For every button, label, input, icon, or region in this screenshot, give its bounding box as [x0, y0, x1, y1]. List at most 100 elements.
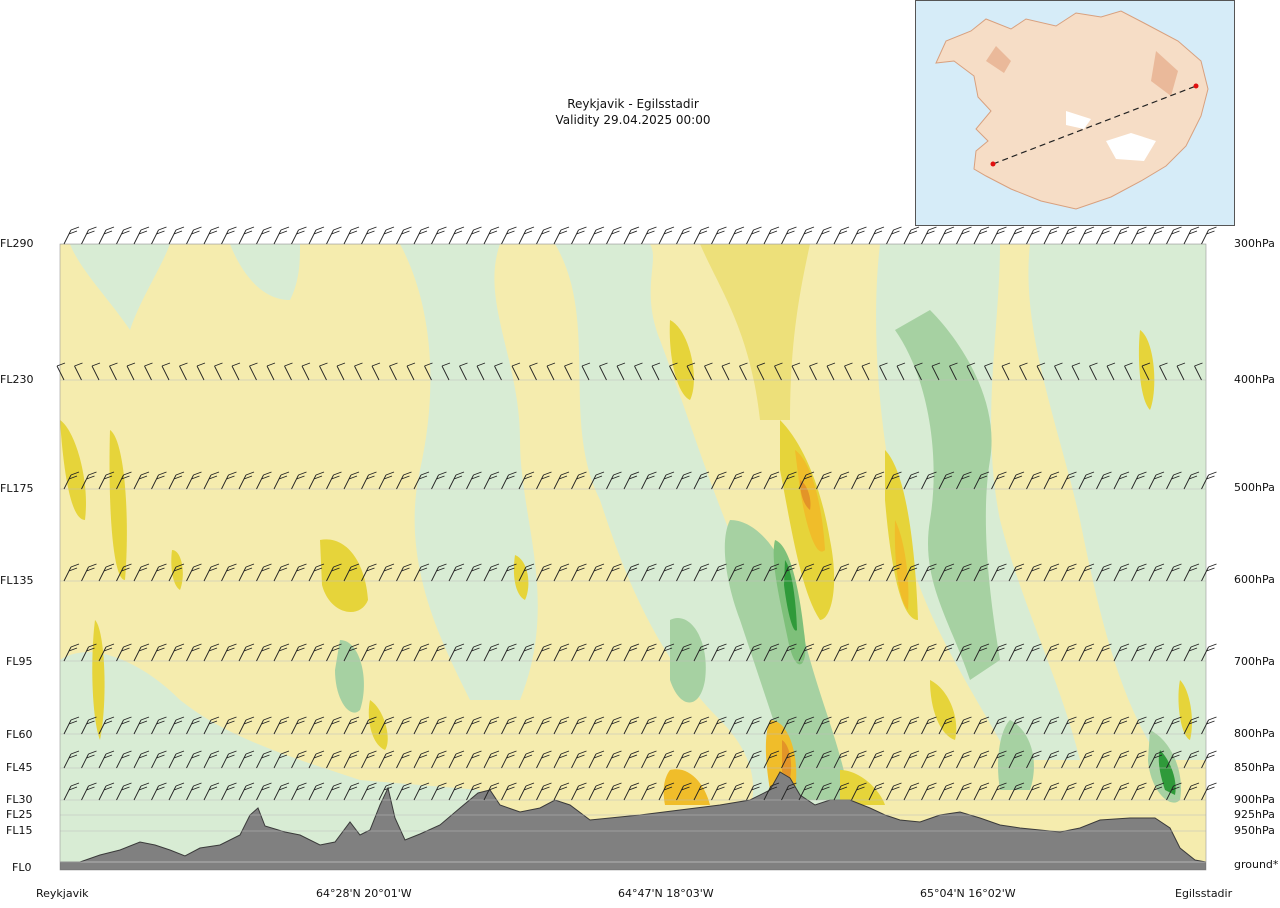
- wind-barb: [781, 226, 797, 245]
- wind-barb: [266, 362, 276, 381]
- fl135-label: FL135: [0, 574, 34, 587]
- wind-barb: [571, 643, 587, 662]
- wind-barb: [851, 643, 867, 662]
- wind-barb: [833, 750, 850, 769]
- wind-barb: [879, 362, 888, 381]
- wind-barb: [991, 782, 1007, 801]
- wind-barb: [1061, 643, 1077, 662]
- wind-barb: [553, 563, 570, 582]
- wind-barb: [728, 750, 745, 769]
- wind-barb: [763, 750, 780, 769]
- p800-label: 800hPa: [1234, 727, 1275, 740]
- wind-barb: [833, 782, 850, 801]
- wind-barb: [606, 226, 622, 245]
- wind-barb: [676, 643, 692, 662]
- wind-barb: [221, 471, 237, 490]
- wind-barb: [816, 471, 832, 490]
- wind-barb: [658, 750, 675, 769]
- wind-barb: [466, 716, 482, 735]
- wind-barb: [431, 750, 447, 769]
- wind-barb: [326, 782, 342, 801]
- wind-barb: [798, 643, 815, 662]
- wind-barb: [623, 782, 640, 801]
- p950-label: 950hPa: [1234, 824, 1275, 837]
- wind-barb: [203, 471, 220, 490]
- wind-barb: [781, 750, 797, 769]
- wind-barb: [536, 563, 552, 582]
- wind-barb: [1201, 782, 1217, 801]
- wind-barb: [396, 471, 412, 490]
- wind-barb: [126, 362, 136, 381]
- wind-barb: [921, 716, 937, 735]
- fl175-label: FL175: [0, 482, 34, 495]
- wind-barb: [529, 362, 538, 381]
- wind-barb: [238, 226, 255, 245]
- wind-barb: [186, 716, 202, 735]
- wind-barb: [809, 362, 818, 381]
- wind-barb: [256, 471, 272, 490]
- wind-barb: [868, 471, 885, 490]
- wind-barb: [1078, 471, 1095, 490]
- p400-label: 400hPa: [1234, 373, 1275, 386]
- wind-barb: [354, 362, 363, 381]
- wind-barb: [903, 563, 920, 582]
- wind-barb: [133, 750, 150, 769]
- wind-barb: [826, 362, 836, 381]
- fl15-label: FL15: [6, 824, 33, 837]
- wind-barb: [378, 226, 395, 245]
- wind-barb: [483, 563, 500, 582]
- wind-barb: [98, 226, 115, 245]
- wind-barb: [151, 716, 167, 735]
- wind-barb: [196, 362, 206, 381]
- wind-barb: [116, 643, 132, 662]
- wind-barb: [413, 782, 430, 801]
- wind-barb: [203, 563, 220, 582]
- wind-barb: [1166, 563, 1182, 582]
- wind-barb: [536, 716, 552, 735]
- wind-barb: [1008, 471, 1025, 490]
- wind-barb: [868, 563, 885, 582]
- wind-barb: [168, 782, 185, 801]
- wind-barb: [921, 643, 937, 662]
- wind-barb: [1201, 226, 1217, 245]
- wind-barb: [956, 716, 972, 735]
- wind-barb: [133, 716, 150, 735]
- wind-barb: [991, 471, 1007, 490]
- wind-barb: [1061, 750, 1077, 769]
- wind-barb: [606, 750, 622, 769]
- wind-barb: [798, 471, 815, 490]
- wind-barb: [1089, 362, 1098, 381]
- wind-barb: [956, 750, 972, 769]
- wind-barb: [1124, 362, 1133, 381]
- wind-barb: [1096, 226, 1112, 245]
- wind-barb: [588, 782, 605, 801]
- wind-barb: [711, 782, 727, 801]
- wind-barb: [746, 750, 762, 769]
- wind-barb: [343, 643, 360, 662]
- wind-barb: [518, 563, 535, 582]
- wind-barb: [203, 782, 220, 801]
- wind-barb: [676, 750, 692, 769]
- wind-barb: [1026, 643, 1042, 662]
- wind-barb: [466, 643, 482, 662]
- wind-barb: [1183, 563, 1200, 582]
- wind-barb: [973, 750, 990, 769]
- wind-barb: [1096, 643, 1112, 662]
- fl45-label: FL45: [6, 761, 33, 774]
- wind-barb: [816, 750, 832, 769]
- wind-barb: [483, 716, 500, 735]
- wind-barb: [763, 226, 780, 245]
- wind-barb: [501, 750, 517, 769]
- wind-barb: [623, 750, 640, 769]
- wind-barb: [763, 716, 780, 735]
- wind-barb: [161, 362, 171, 381]
- wind-barb: [886, 471, 902, 490]
- wind-barb: [1113, 563, 1130, 582]
- wind-barb: [588, 226, 605, 245]
- wind-barb: [413, 471, 430, 490]
- wind-barb: [581, 362, 591, 381]
- wind-barb: [98, 750, 115, 769]
- wind-barb: [973, 226, 990, 245]
- wind-barb: [168, 643, 185, 662]
- wind-barb: [431, 226, 447, 245]
